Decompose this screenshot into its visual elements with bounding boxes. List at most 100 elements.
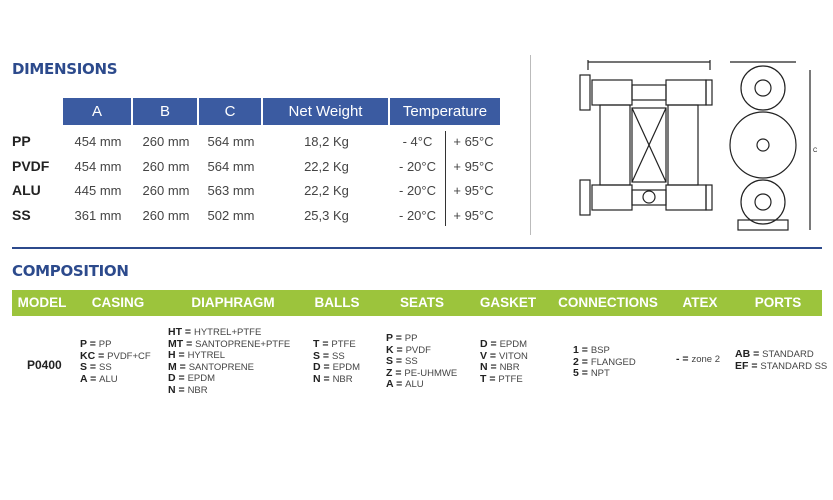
label-b: B xyxy=(760,60,764,62)
pump-diagram: A B C xyxy=(579,60,818,231)
cell-weight: 25,3 Kg xyxy=(304,207,349,223)
seats-option: P = PP xyxy=(386,332,418,344)
diaphragm-option: D = EPDM xyxy=(168,372,216,384)
col-balls: BALLS xyxy=(314,295,360,310)
gasket-option: D = EPDM xyxy=(480,338,528,350)
ports-option: EF = STANDARD SS xyxy=(735,359,828,372)
option-value: SANTOPRENE+PTFE xyxy=(195,338,291,350)
composition-header-bar xyxy=(12,290,822,316)
cell-b: 260 mm xyxy=(142,134,190,149)
option-code: S xyxy=(386,355,394,367)
option-value: PVDF xyxy=(405,344,431,356)
diaphragm-option: M = SANTOPRENE xyxy=(168,360,255,373)
diaphragm-option: H = HYTREL xyxy=(168,349,226,361)
cell-weight: 18,2 Kg xyxy=(304,134,349,149)
casing-option: KC = PVDF+CF xyxy=(80,349,151,362)
atex-option: - = zone 2 xyxy=(676,353,720,365)
option-code: KC xyxy=(80,349,96,362)
option-value: ALU xyxy=(99,373,118,385)
option-value: EPDM xyxy=(332,362,361,373)
seats-option: Z = PE-UHMWE xyxy=(386,366,458,379)
option-value: FLANGED xyxy=(590,356,636,368)
gasket-option: V = VITON xyxy=(480,349,528,362)
cell-a: 454 mm xyxy=(74,158,122,174)
option-value: NBR xyxy=(187,384,208,396)
option-value: VITON xyxy=(498,350,528,362)
label-c: C xyxy=(813,148,818,154)
casing-option: P = PP xyxy=(80,338,112,350)
option-code: 2 xyxy=(573,355,579,368)
cell-weight: 22,2 Kg xyxy=(304,183,349,198)
col-connections: CONNECTIONS xyxy=(558,295,658,310)
option-value: PVDF+CF xyxy=(107,350,151,362)
cell-c: 502 mm xyxy=(207,207,255,223)
col-gasket: GASKET xyxy=(479,295,537,310)
cell-b: 260 mm xyxy=(142,158,190,174)
option-value: SS xyxy=(404,356,418,367)
composition-title: COMPOSITION xyxy=(12,262,129,280)
connections-list: 1 = BSP 2 = FLANGED 5 = NPT xyxy=(573,344,636,380)
option-value: SANTOPRENE xyxy=(188,361,255,373)
label-a: A xyxy=(642,60,646,62)
vertical-divider xyxy=(530,55,531,235)
col-ports: PORTS xyxy=(754,295,802,310)
gasket-option: N = NBR xyxy=(480,361,520,373)
seats-option: K = PVDF xyxy=(386,343,431,356)
balls-list: T = PTFE S = SS D = EPDM N = NBR xyxy=(313,338,361,385)
option-value: STANDARD SS xyxy=(760,360,828,372)
option-value: HYTREL xyxy=(187,350,226,361)
diaphragm-option: HT = HYTREL+PTFE xyxy=(168,326,262,338)
balls-option: D = EPDM xyxy=(313,361,361,373)
option-value: EPDM xyxy=(499,339,528,350)
seats-option: S = SS xyxy=(386,355,418,367)
option-code: N xyxy=(168,383,176,396)
cell-b: 260 mm xyxy=(142,183,190,198)
cell-tmax: + 95°C xyxy=(453,183,494,198)
casing-option: S = SS xyxy=(80,361,112,373)
header-c: C xyxy=(199,98,263,125)
ports-list: AB = STANDARD EF = STANDARD SS xyxy=(735,348,828,372)
header-a: A xyxy=(63,98,133,125)
cell-tmin: - 20°C xyxy=(399,183,436,198)
cell-a: 454 mm xyxy=(74,134,122,149)
option-code: 1 xyxy=(573,344,579,356)
col-model: MODEL xyxy=(17,295,67,310)
col-seats: SEATS xyxy=(399,295,445,310)
option-value: STANDARD xyxy=(762,349,814,360)
option-code: AB xyxy=(735,348,751,360)
option-value: PP xyxy=(98,339,112,350)
option-value: SS xyxy=(98,362,112,373)
cell-tmin: - 20°C xyxy=(399,207,436,223)
diaphragm-option: MT = SANTOPRENE+PTFE xyxy=(168,337,291,350)
row-label: ALU xyxy=(12,182,41,198)
cell-c: 564 mm xyxy=(207,158,255,174)
option-code: M xyxy=(168,360,177,373)
col-atex: ATEX xyxy=(682,295,718,310)
cell-weight: 22,2 Kg xyxy=(304,158,349,174)
option-code: EF xyxy=(735,359,749,372)
option-value: NPT xyxy=(590,368,610,379)
cell-tmax: + 95°C xyxy=(453,158,494,174)
seats-list: P = PP K = PVDF S = SS Z = PE-UHMWE A = ALU xyxy=(386,332,458,391)
option-code: D xyxy=(313,361,321,373)
row-label: SS xyxy=(12,206,31,223)
cell-tmin: - 20°C xyxy=(399,158,436,174)
option-code: N xyxy=(480,361,488,373)
cell-a: 361 mm xyxy=(74,207,122,223)
row-label: PVDF xyxy=(12,157,50,174)
option-code: A xyxy=(386,378,394,390)
diaphragm-option: N = NBR xyxy=(168,383,208,396)
option-code: A xyxy=(80,372,88,385)
cell-c: 564 mm xyxy=(207,134,255,149)
option-code: S xyxy=(313,349,321,362)
ports-option: AB = STANDARD xyxy=(735,348,814,360)
option-value: PE-UHMWE xyxy=(404,367,458,379)
cell-b: 260 mm xyxy=(142,207,190,223)
row-label: PP xyxy=(12,133,31,149)
option-value: SS xyxy=(331,350,345,362)
option-code: N xyxy=(313,372,321,385)
cell-c: 563 mm xyxy=(207,183,255,198)
connections-option: 5 = NPT xyxy=(573,367,610,379)
option-value: BSP xyxy=(590,345,610,356)
seats-option: A = ALU xyxy=(386,378,424,390)
